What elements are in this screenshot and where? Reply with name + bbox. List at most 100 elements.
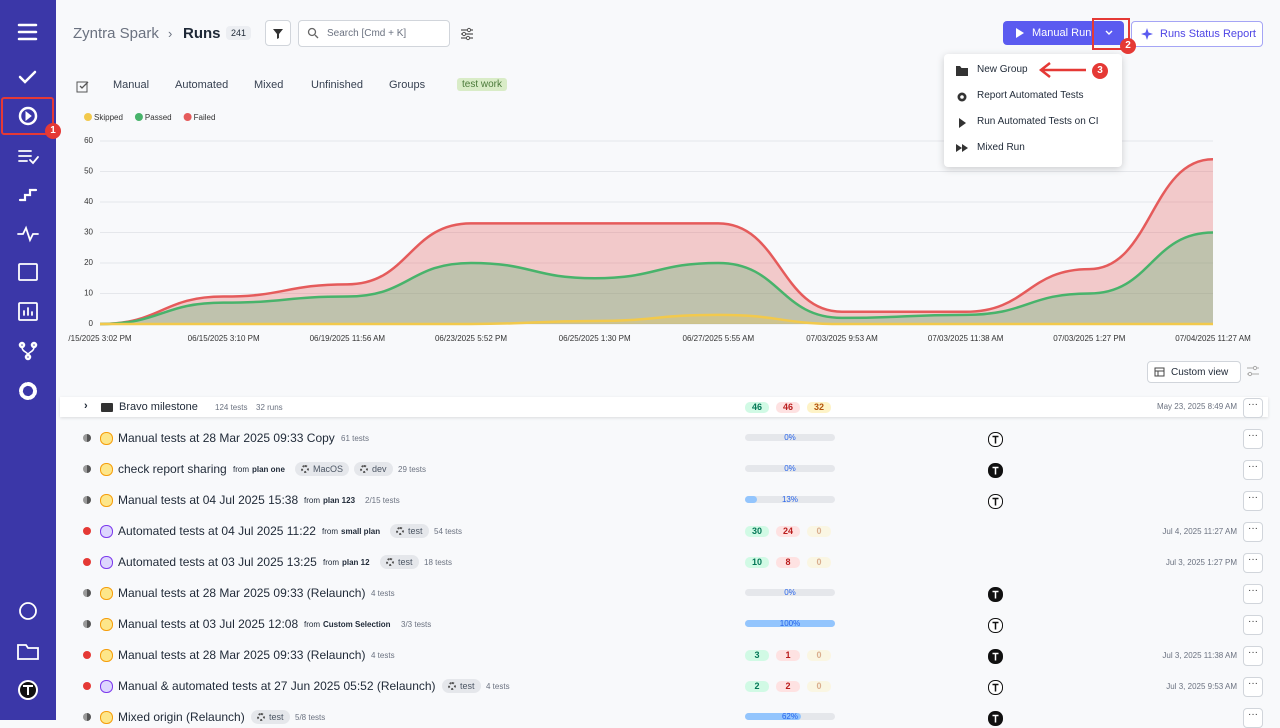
run-date: Jul 4, 2025 11:27 AM — [1162, 527, 1237, 536]
count-pill: 32 — [807, 402, 831, 413]
progress-bar: 0% — [745, 588, 835, 597]
progress-label: 13% — [781, 495, 798, 504]
y-tick-label: 0 — [89, 319, 94, 328]
count-pill: 3 — [745, 650, 769, 661]
group-toggle[interactable]: › — [84, 400, 88, 412]
count-pill: 46 — [745, 402, 769, 413]
run-name[interactable]: Mixed origin (Relaunch) — [118, 710, 245, 724]
tag-icon — [396, 527, 404, 535]
menu-item[interactable]: Mixed Run — [977, 142, 1025, 153]
menu-item[interactable]: Report Automated Tests — [977, 90, 1084, 101]
run-name[interactable]: Manual & automated tests at 27 Jun 2025 … — [118, 679, 436, 693]
count-pill: 0 — [807, 557, 831, 568]
progress-fill — [745, 713, 801, 720]
x-tick-label: 06/15/2025 3:10 PM — [188, 334, 260, 343]
count-pill: 1 — [776, 650, 800, 661]
x-tick-label: 06/23/2025 5:52 PM — [435, 334, 507, 343]
from-label: from — [304, 620, 320, 629]
row-menu[interactable]: ··· — [1243, 646, 1263, 666]
tag-icon — [360, 465, 368, 473]
status-icon — [83, 682, 91, 690]
group-name[interactable]: Bravo milestone — [119, 401, 198, 413]
status-report-button[interactable]: Runs Status Report — [1131, 21, 1263, 47]
from-label: from — [322, 527, 338, 536]
row-menu[interactable]: ··· — [1243, 460, 1263, 480]
tab[interactable]: Mixed — [254, 79, 284, 91]
annotation-badge: 1 — [45, 123, 61, 139]
run-name[interactable]: Automated tests at 03 Jul 2025 13:25 — [118, 555, 317, 569]
runs-count: 241 — [226, 26, 252, 40]
type-icon — [100, 525, 113, 538]
run-name[interactable]: Manual tests at 28 Mar 2025 09:33 (Relau… — [118, 648, 366, 662]
series-line — [99, 231, 1214, 326]
tab[interactable]: Manual — [113, 79, 150, 91]
menu-item[interactable]: New Group — [977, 64, 1028, 75]
plan-name: Custom Selection — [323, 620, 391, 629]
run-name[interactable]: Manual tests at 28 Mar 2025 09:33 (Relau… — [118, 586, 366, 600]
sidebar-icons — [1, 23, 54, 700]
progress-label: 0% — [784, 433, 796, 442]
y-tick-label: 50 — [84, 167, 93, 176]
tag: test — [442, 679, 481, 693]
tag-icon — [301, 465, 309, 473]
count-pill: 0 — [807, 526, 831, 537]
row-menu[interactable]: ··· — [1243, 429, 1263, 449]
tag: test — [251, 710, 290, 724]
tab[interactable]: Automated — [175, 79, 229, 91]
status-report-label: Runs Status Report — [1160, 28, 1256, 40]
status-icon — [83, 589, 91, 597]
custom-view-button[interactable]: Custom view — [1147, 361, 1241, 383]
row-menu[interactable]: ··· — [1243, 398, 1263, 418]
row-menu[interactable]: ··· — [1243, 491, 1263, 511]
view-settings[interactable] — [1246, 365, 1260, 377]
plan-name: plan 123 — [323, 496, 356, 505]
test-count: 61 tests — [341, 434, 370, 443]
run-name[interactable]: Manual tests at 04 Jul 2025 15:38 — [118, 493, 299, 507]
y-tick-label: 30 — [84, 228, 93, 237]
count-pill: 24 — [776, 526, 800, 537]
type-icon — [100, 587, 113, 600]
status-icon — [83, 496, 91, 504]
sidebar — [0, 0, 56, 720]
filter-button[interactable] — [265, 20, 291, 46]
progress-label: 0% — [784, 588, 796, 597]
y-tick-label: 60 — [84, 136, 93, 145]
x-tick-label: 06/19/2025 11:56 AM — [310, 334, 386, 343]
breadcrumb-project[interactable]: Zyntra Spark — [73, 25, 159, 42]
x-tick-label: 07/03/2025 9:53 AM — [806, 334, 878, 343]
x-tick-label: 06/27/2025 5:55 AM — [683, 334, 755, 343]
settings-icon[interactable] — [460, 27, 474, 41]
search-box[interactable]: Search [Cmd + K] — [298, 20, 450, 47]
test-count: 18 tests — [424, 558, 453, 567]
manual-run-button[interactable]: Manual Run — [1003, 21, 1124, 45]
row-menu[interactable]: ··· — [1243, 677, 1263, 697]
count-pill: 8 — [776, 557, 800, 568]
run-name[interactable]: check report sharing — [118, 462, 227, 476]
plan-name: plan one — [252, 465, 285, 474]
page-title: Runs — [183, 25, 221, 42]
row-menu[interactable]: ··· — [1243, 522, 1263, 542]
row-menu[interactable]: ··· — [1243, 708, 1263, 728]
from-label: from — [233, 465, 249, 474]
tab[interactable]: test work — [457, 78, 508, 91]
avatar — [988, 494, 1003, 509]
test-count: 4 tests — [371, 589, 395, 598]
run-name[interactable]: Manual tests at 28 Mar 2025 09:33 Copy — [118, 431, 335, 445]
legend-marker — [134, 113, 143, 121]
row-menu[interactable]: ··· — [1243, 615, 1263, 635]
legend-marker — [183, 113, 192, 121]
menu-item[interactable]: Run Automated Tests on CI — [977, 116, 1099, 127]
row-menu[interactable]: ··· — [1243, 584, 1263, 604]
tab[interactable]: Groups — [389, 79, 426, 91]
progress-label: 62% — [781, 712, 798, 721]
custom-view-label: Custom view — [1171, 367, 1229, 378]
tag-icon — [448, 682, 456, 690]
test-count: 29 tests — [398, 465, 427, 474]
row-menu[interactable]: ··· — [1243, 553, 1263, 573]
run-name[interactable]: Automated tests at 04 Jul 2025 11:22 — [118, 524, 316, 538]
status-icon — [83, 713, 91, 721]
avatar — [988, 432, 1003, 447]
test-count: 4 tests — [486, 682, 510, 691]
run-name[interactable]: Manual tests at 03 Jul 2025 12:08 — [118, 617, 299, 631]
tab[interactable]: Unfinished — [311, 79, 363, 91]
